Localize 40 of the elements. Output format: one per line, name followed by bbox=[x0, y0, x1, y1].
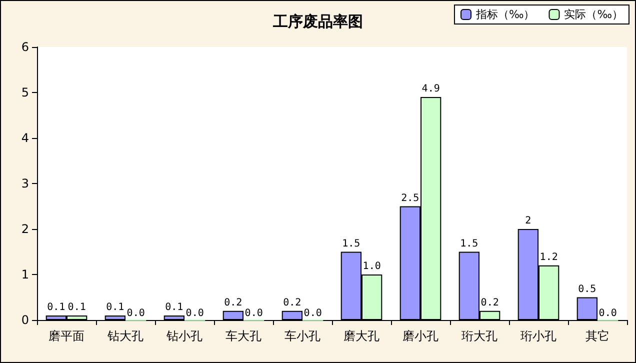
data-label: 0.0 bbox=[304, 308, 322, 319]
data-label: 0.5 bbox=[578, 284, 596, 295]
data-label: 1.2 bbox=[540, 252, 558, 263]
y-tick-label: 5 bbox=[21, 86, 29, 100]
y-tick-label: 0 bbox=[21, 313, 29, 327]
data-label: 4.9 bbox=[422, 84, 440, 95]
data-label: 0.1 bbox=[68, 302, 86, 313]
chart-title: 工序废品率图 bbox=[272, 12, 363, 30]
legend-label: 指标（‰） bbox=[474, 8, 535, 21]
data-label: 0.0 bbox=[186, 308, 204, 319]
data-label: 0.0 bbox=[598, 308, 617, 319]
x-tick-label: 其它 bbox=[586, 329, 610, 343]
x-tick-label: 车小孔 bbox=[284, 329, 320, 343]
x-tick-label: 钻大孔 bbox=[106, 329, 144, 343]
data-label: 2.5 bbox=[401, 192, 420, 204]
data-label: 0.1 bbox=[47, 302, 66, 313]
data-label: 0.0 bbox=[126, 308, 145, 319]
y-tick-label: 3 bbox=[21, 176, 29, 190]
y-tick-label: 1 bbox=[21, 268, 29, 282]
data-label: 1.0 bbox=[362, 261, 381, 272]
y-tick-label: 6 bbox=[21, 40, 29, 54]
x-tick-label: 车大孔 bbox=[226, 329, 262, 343]
legend-label: 实际（‰） bbox=[564, 8, 624, 21]
data-label: 0.2 bbox=[480, 297, 499, 308]
x-tick-label: 珩大孔 bbox=[462, 329, 498, 343]
data-label: 0.2 bbox=[224, 297, 242, 308]
x-tick-label: 磨平面 bbox=[48, 329, 84, 343]
data-label: 0.2 bbox=[283, 297, 302, 308]
x-tick-label: 磨大孔 bbox=[344, 329, 380, 343]
data-label: 0.1 bbox=[165, 302, 184, 313]
data-label: 0.0 bbox=[244, 308, 263, 319]
y-tick-label: 4 bbox=[21, 131, 29, 145]
y-tick-label: 2 bbox=[21, 222, 29, 236]
data-label: 1.5 bbox=[460, 238, 478, 250]
data-label: 1.5 bbox=[342, 238, 360, 250]
x-tick-label: 珩小孔 bbox=[520, 329, 556, 343]
x-tick-label: 磨小孔 bbox=[402, 329, 438, 343]
data-label: 0.1 bbox=[106, 302, 124, 313]
x-tick-label: 钻小孔 bbox=[166, 329, 202, 343]
data-label: 2 bbox=[525, 216, 532, 226]
